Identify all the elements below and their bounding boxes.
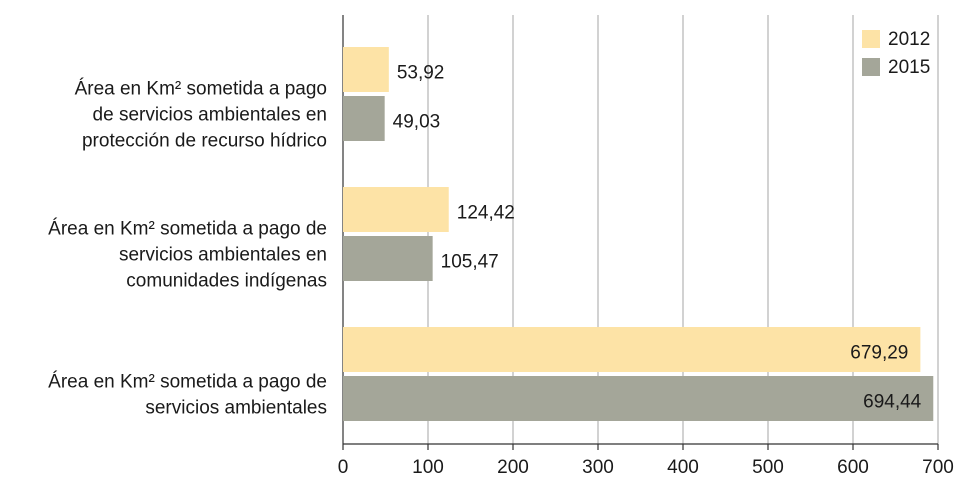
x-tick-label: 0 xyxy=(338,457,349,478)
legend-swatch xyxy=(862,58,880,76)
value-label: 53,92 xyxy=(397,63,445,84)
category-label: de servicios ambientales en xyxy=(93,105,327,126)
x-tick-label: 200 xyxy=(497,457,529,478)
x-tick-label: 600 xyxy=(837,457,869,478)
category-label: protección de recurso hídrico xyxy=(82,131,327,152)
category-label: comunidades indígenas xyxy=(126,271,327,292)
x-tick-label: 300 xyxy=(582,457,614,478)
bar xyxy=(343,236,433,281)
category-label: servicios ambientales en xyxy=(119,245,327,266)
legend-label: 2012 xyxy=(888,29,930,50)
bar xyxy=(343,327,921,372)
legend-swatch xyxy=(862,30,880,48)
bar xyxy=(343,47,389,92)
bar xyxy=(343,96,385,141)
bar xyxy=(343,187,449,232)
value-label: 679,29 xyxy=(850,343,908,364)
category-label: Área en Km² sometida a pago de xyxy=(48,372,327,393)
category-label: Área en Km² sometida a pago de xyxy=(48,219,327,240)
x-tick-label: 500 xyxy=(752,457,784,478)
category-label: Área en Km² sometida a pago xyxy=(75,79,327,100)
value-label: 124,42 xyxy=(457,203,515,224)
x-tick-label: 700 xyxy=(922,457,954,478)
x-tick-label: 100 xyxy=(412,457,444,478)
value-label: 105,47 xyxy=(441,252,499,273)
category-label: servicios ambientales xyxy=(145,398,327,419)
legend-label: 2015 xyxy=(888,57,930,78)
value-label: 49,03 xyxy=(393,112,441,133)
bar xyxy=(343,376,934,421)
x-tick-label: 400 xyxy=(667,457,699,478)
value-label: 694,44 xyxy=(863,392,922,413)
